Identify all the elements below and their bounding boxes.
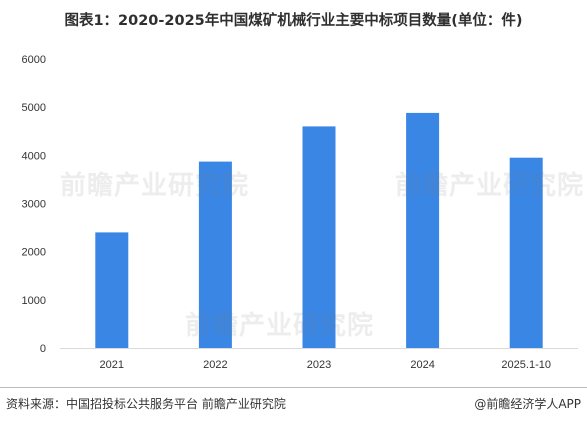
footer-divider: [0, 387, 587, 388]
x-tick-label: 2021: [100, 359, 124, 371]
bar-2024: [406, 112, 440, 349]
x-tick-label: 2023: [307, 359, 331, 371]
chart-title: 图表1：2020-2025年中国煤矿机械行业主要中标项目数量(单位：件): [64, 13, 523, 29]
x-tick-label: 2024: [410, 359, 434, 371]
y-tick-label: 4000: [22, 150, 46, 162]
bar-2025.1-10: [509, 157, 543, 348]
source-note: 资料来源：中国招投标公共服务平台 前瞻产业研究院: [6, 397, 286, 411]
y-tick-label: 6000: [22, 54, 46, 66]
y-tick-label: 5000: [22, 102, 46, 114]
y-tick-label: 0: [40, 343, 46, 355]
y-tick-label: 1000: [22, 295, 46, 307]
x-tick-label: 2022: [203, 359, 227, 371]
bar-2023: [302, 126, 336, 349]
x-tick-label: 2025.1-10: [501, 359, 551, 371]
brand-credit: @前瞻经济学人APP: [474, 397, 581, 411]
bar-2022: [198, 161, 232, 348]
y-tick-label: 3000: [22, 199, 46, 211]
bar-chart: 0 1000 2000 3000 4000 5000 6000 2021 2022 2023 202…: [22, 54, 578, 371]
y-tick-label: 2000: [22, 247, 46, 259]
bar-2021: [95, 232, 129, 348]
